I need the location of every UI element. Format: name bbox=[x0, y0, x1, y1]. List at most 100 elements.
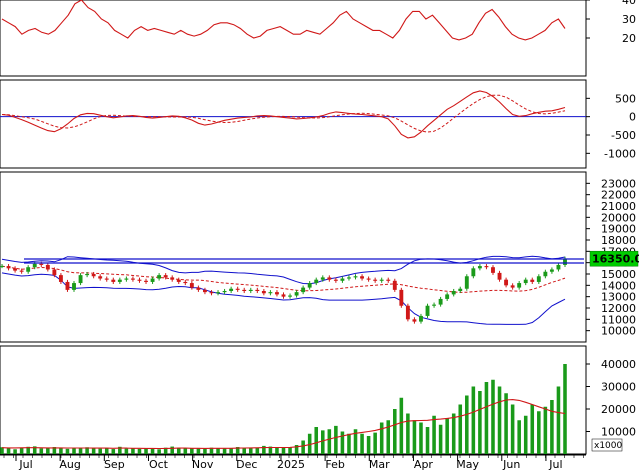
volume-panel bbox=[0, 364, 567, 454]
candle-body bbox=[510, 285, 515, 288]
volume-multiplier-box bbox=[591, 438, 623, 452]
candle-body bbox=[19, 270, 24, 272]
volume-bar bbox=[111, 449, 116, 454]
volume-bar bbox=[301, 440, 305, 454]
candle-body bbox=[392, 280, 397, 290]
candle-body bbox=[275, 292, 279, 295]
volume-bar bbox=[491, 379, 495, 454]
last-price-badge-label: 16350.00 bbox=[592, 253, 639, 266]
candle-body bbox=[209, 292, 214, 294]
candle-body bbox=[189, 283, 194, 288]
x-month-label: Dec bbox=[236, 458, 257, 471]
volume-bar bbox=[124, 448, 129, 454]
x-month-label: Jul bbox=[18, 458, 32, 471]
volume-bar bbox=[471, 386, 476, 454]
volume-tick-label: 20000 bbox=[601, 403, 636, 416]
candle-body bbox=[307, 283, 312, 288]
macd-line bbox=[1, 90, 566, 139]
price-tick-label: 15000 bbox=[601, 268, 636, 281]
price-tick-label: 13000 bbox=[601, 291, 636, 304]
volume-bar bbox=[504, 393, 508, 454]
volume-bar bbox=[334, 425, 338, 454]
volume-bar bbox=[255, 447, 260, 454]
volume-bar bbox=[399, 397, 404, 454]
candle-body bbox=[58, 275, 63, 282]
candle-body bbox=[333, 279, 338, 281]
volume-bar bbox=[118, 446, 122, 454]
candle-body bbox=[124, 278, 129, 280]
candle-body bbox=[137, 279, 142, 281]
volume-bar bbox=[104, 448, 109, 454]
candle-body bbox=[379, 279, 384, 281]
volume-bar bbox=[183, 448, 188, 454]
volume-bar bbox=[307, 433, 312, 454]
candle-body bbox=[6, 266, 11, 269]
candle-body bbox=[556, 264, 561, 270]
volume-bar bbox=[393, 409, 397, 454]
candle-body bbox=[451, 291, 456, 295]
volume-bar bbox=[510, 404, 515, 454]
x-month-label: Jun bbox=[502, 458, 520, 471]
volume-bar bbox=[314, 427, 319, 454]
x-month-label: Sep bbox=[104, 458, 125, 471]
macd-tick-label: 500 bbox=[615, 92, 636, 105]
candle-body bbox=[536, 276, 541, 282]
rsi-tick-label: 30 bbox=[622, 13, 636, 26]
candle-body bbox=[327, 277, 332, 280]
volume-bar bbox=[262, 445, 266, 454]
candle-body bbox=[288, 295, 292, 297]
candle-body bbox=[85, 274, 90, 276]
candle-body bbox=[471, 268, 476, 277]
volume-bar bbox=[288, 447, 292, 454]
rsi-panel bbox=[1, 0, 566, 41]
candle-body bbox=[72, 283, 76, 290]
x-month-label: May bbox=[456, 458, 479, 471]
candle-body bbox=[301, 287, 306, 293]
volume-bar bbox=[379, 422, 384, 454]
rsi-line bbox=[1, 0, 566, 41]
candle-body bbox=[255, 289, 260, 291]
volume-multiplier-label: x1000 bbox=[594, 441, 623, 451]
volume-bar bbox=[6, 448, 11, 454]
price-tick-label: 19000 bbox=[601, 223, 636, 236]
candle-body bbox=[222, 291, 227, 293]
volume-bar bbox=[98, 448, 102, 454]
volume-bar bbox=[465, 395, 469, 454]
volume-bar bbox=[150, 448, 155, 454]
volume-bar bbox=[78, 447, 83, 454]
volume-bar bbox=[131, 448, 135, 454]
volume-bar bbox=[543, 406, 548, 454]
volume-bar bbox=[438, 424, 443, 454]
candle-body bbox=[366, 278, 371, 280]
candle-body bbox=[91, 274, 96, 277]
y-axes: 2030405000-500-1000100001100012000130001… bbox=[586, 0, 636, 439]
candle-body bbox=[523, 279, 528, 284]
candle-body bbox=[170, 277, 175, 280]
candle-body bbox=[412, 319, 417, 322]
volume-bar bbox=[458, 404, 463, 454]
candle-body bbox=[32, 263, 37, 268]
volume-bar bbox=[537, 411, 541, 454]
candle-body bbox=[0, 266, 4, 268]
volume-bar bbox=[386, 420, 391, 454]
volume-bar bbox=[275, 447, 279, 454]
volume-tick-label: 10000 bbox=[601, 426, 636, 439]
price-tick-label: 23000 bbox=[601, 177, 636, 190]
candle-body bbox=[150, 278, 155, 282]
candle-body bbox=[78, 275, 83, 284]
volume-bar bbox=[203, 448, 207, 454]
volume-bar bbox=[347, 433, 351, 454]
rsi-panel-frame bbox=[0, 0, 587, 77]
x-month-label: Oct bbox=[149, 458, 169, 471]
candle-body bbox=[484, 266, 489, 268]
candle-body bbox=[98, 276, 103, 279]
volume-bar bbox=[419, 422, 423, 454]
volume-bar bbox=[222, 448, 227, 454]
volume-bar bbox=[281, 447, 286, 454]
candle-body bbox=[268, 292, 273, 294]
volume-bar bbox=[52, 447, 57, 454]
volume-bar bbox=[320, 430, 325, 454]
volume-bar bbox=[209, 447, 214, 454]
macd-panel-frame bbox=[0, 79, 587, 169]
candle-body bbox=[530, 279, 535, 282]
